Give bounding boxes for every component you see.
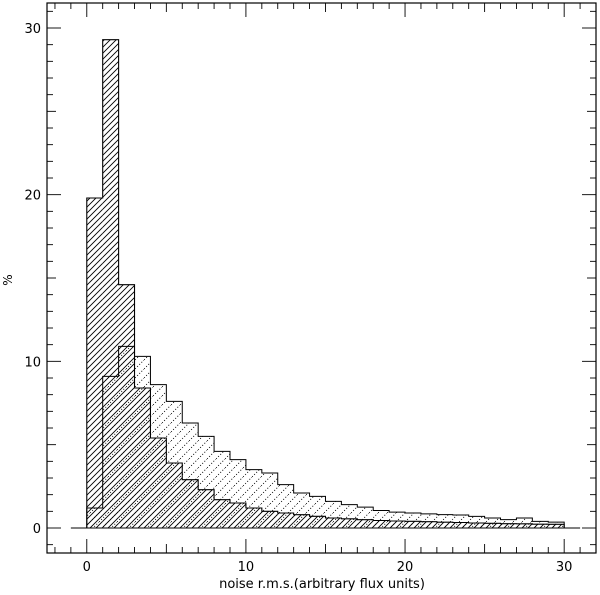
dotted-series-bar	[309, 496, 326, 528]
dotted-series-bar	[293, 493, 310, 528]
hatched-series-bar	[86, 198, 103, 528]
dotted-series-bar	[341, 504, 358, 528]
x-tick-label: 0	[83, 560, 91, 575]
dotted-series-bar	[198, 436, 215, 528]
plot-area	[70, 39, 581, 529]
dotted-series-bar	[389, 512, 406, 528]
dotted-series-bar	[452, 515, 469, 528]
dotted-series-bar	[182, 423, 199, 528]
dotted-series-bar	[373, 510, 390, 528]
dotted-series-bar	[357, 507, 374, 528]
dotted-series-bar	[420, 513, 437, 528]
dotted-series-bar	[102, 376, 119, 528]
dotted-series-bar	[325, 501, 342, 528]
dotted-series-bar	[166, 401, 183, 528]
axes: 0 10 20 30 0 10 20 30	[24, 3, 597, 575]
dotted-series-bar	[516, 518, 533, 528]
y-tick-label: 0	[33, 522, 41, 537]
dotted-series-bar	[405, 513, 421, 528]
dotted-series-bar	[277, 484, 294, 528]
y-tick-label: 20	[24, 189, 41, 204]
dotted-series-outline	[86, 345, 565, 528]
dotted-series-bar	[245, 469, 262, 528]
y-tick-label: 30	[24, 22, 41, 37]
x-tick-label: 20	[397, 560, 414, 575]
x-tick-label: 10	[238, 560, 255, 575]
dotted-series-bar	[214, 451, 230, 528]
dotted-series-bar	[230, 459, 246, 528]
dotted-series-bar	[118, 346, 135, 528]
dotted-series-bar	[150, 384, 167, 528]
y-axis-label: %	[1, 274, 15, 285]
dotted-series-bar	[436, 514, 453, 528]
y-tick-label: 10	[24, 355, 41, 370]
dotted-series-bar	[468, 516, 485, 528]
dotted-series-bar	[548, 522, 565, 528]
dotted-series-bar	[134, 356, 151, 528]
x-tick-label: 30	[556, 560, 573, 575]
hatched-series-outline	[86, 39, 565, 528]
dotted-series-bar	[86, 508, 103, 528]
dotted-series-bar	[261, 473, 278, 528]
x-axis-label: noise r.m.s.(arbitrary flux units)	[219, 577, 425, 592]
